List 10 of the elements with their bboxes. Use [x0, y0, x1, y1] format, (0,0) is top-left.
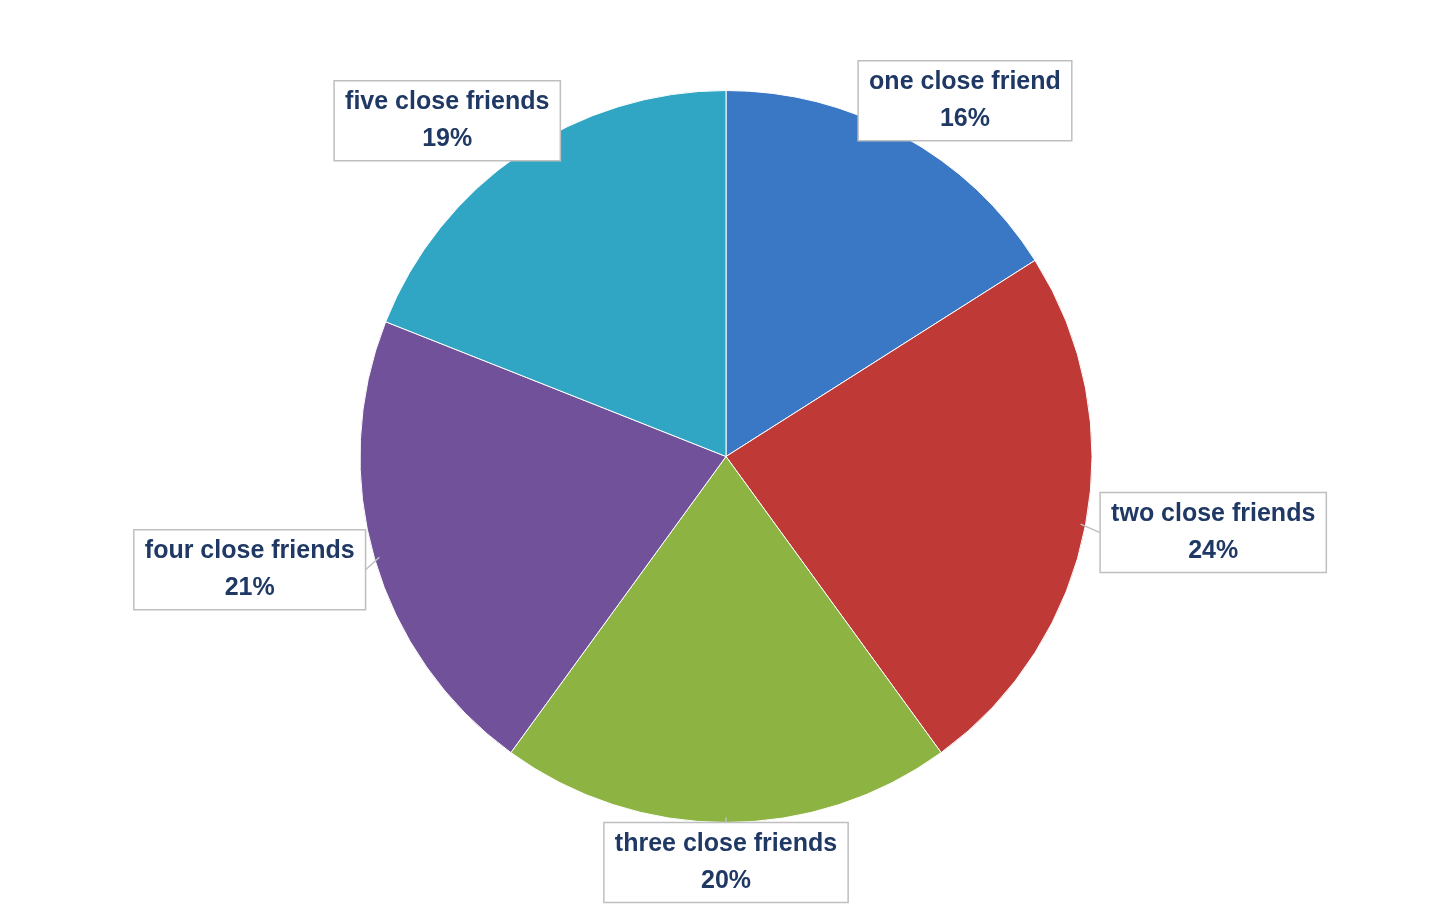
data-label: 24%	[1188, 534, 1239, 563]
data-label: 20%	[700, 864, 752, 893]
slice-label: three close friends	[614, 827, 838, 856]
data-label: 21%	[224, 572, 275, 601]
slice-label: five close friends	[345, 86, 550, 115]
slice-label: four close friends	[144, 535, 355, 564]
data-label: 19%	[422, 123, 473, 152]
slice-label: two close friends	[1111, 497, 1316, 526]
data-label: 16%	[939, 103, 990, 132]
slice-label: one close friend	[869, 66, 1061, 95]
